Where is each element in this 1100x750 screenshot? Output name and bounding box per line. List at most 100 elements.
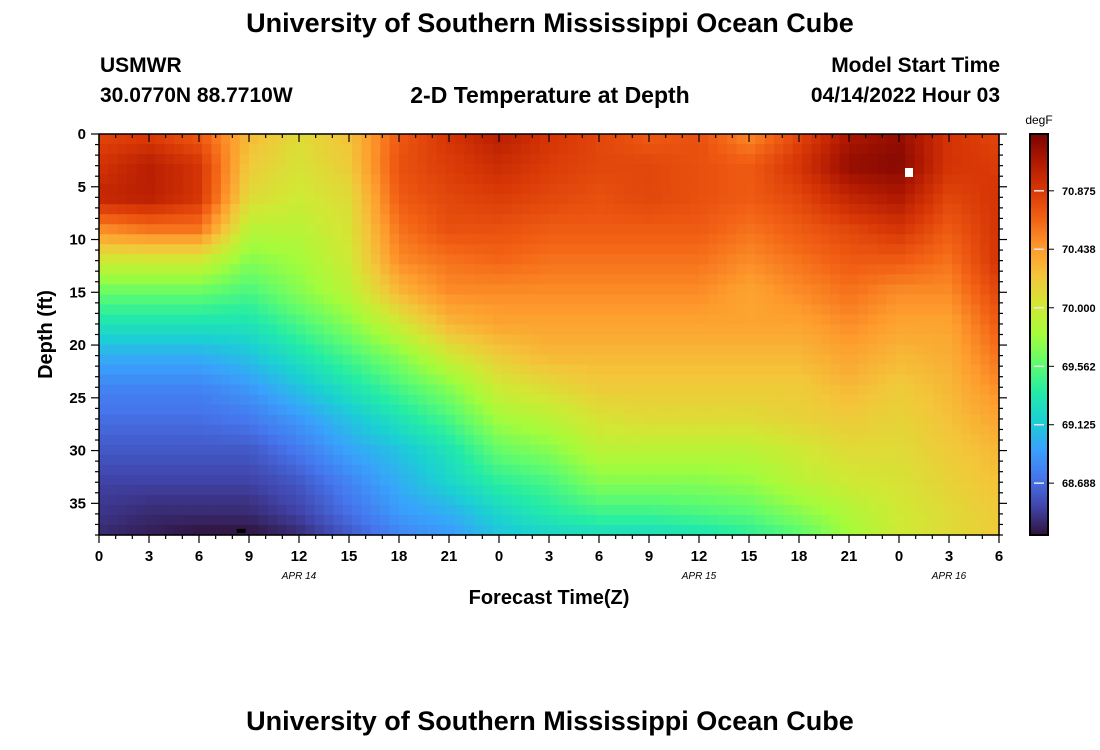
heatmap-cell xyxy=(820,314,831,326)
heatmap-cell xyxy=(577,224,588,235)
heatmap-cell xyxy=(267,484,278,496)
heatmap-cell xyxy=(895,394,906,406)
heatmap-cell xyxy=(305,164,316,175)
heatmap-cell xyxy=(586,524,597,536)
heatmap-cell xyxy=(549,394,559,406)
heatmap-cell xyxy=(924,374,934,386)
heatmap-cell xyxy=(155,464,166,476)
heatmap-cell xyxy=(380,184,391,195)
heatmap-cell xyxy=(895,304,906,316)
heatmap-cell xyxy=(483,314,494,326)
heatmap-cell xyxy=(586,274,597,285)
heatmap-cell xyxy=(774,364,784,376)
heatmap-cell xyxy=(549,174,559,185)
heatmap-cell xyxy=(549,144,559,155)
heatmap-cell xyxy=(361,394,372,406)
heatmap-cell xyxy=(539,484,550,496)
heatmap-cell xyxy=(849,304,859,316)
heatmap-cell xyxy=(914,284,925,295)
heatmap-cell xyxy=(642,204,653,215)
heatmap-cell xyxy=(549,234,559,245)
heatmap-cell xyxy=(802,374,813,386)
heatmap-cell xyxy=(736,384,747,396)
heatmap-cell xyxy=(511,414,522,426)
heatmap-cell xyxy=(183,434,194,446)
heatmap-cell xyxy=(145,284,156,295)
heatmap-cell xyxy=(577,154,588,165)
heatmap-cell xyxy=(295,274,306,285)
heatmap-cell xyxy=(867,164,878,175)
heatmap-cell xyxy=(905,404,916,416)
heatmap-cell xyxy=(839,254,850,265)
heatmap-cell xyxy=(858,334,869,346)
heatmap-cell xyxy=(652,514,663,526)
heatmap-cell xyxy=(389,194,400,205)
heatmap-cell xyxy=(277,254,288,265)
heatmap-cell xyxy=(811,354,822,366)
heatmap-cell xyxy=(764,314,775,326)
heatmap-cell xyxy=(886,464,897,476)
heatmap-cell xyxy=(942,224,953,235)
heatmap-cell xyxy=(558,244,569,255)
heatmap-cell xyxy=(267,284,278,295)
heatmap-cell xyxy=(820,214,831,225)
heatmap-cell xyxy=(895,154,906,165)
heatmap-cell xyxy=(774,204,784,215)
heatmap-cell xyxy=(483,244,494,255)
heatmap-cell xyxy=(492,274,503,285)
heatmap-cell xyxy=(539,224,550,235)
heatmap-cell xyxy=(277,364,288,376)
heatmap-cell xyxy=(277,204,288,215)
heatmap-cell xyxy=(549,264,559,275)
heatmap-cell xyxy=(202,484,213,496)
heatmap-cell xyxy=(689,294,700,306)
heatmap-cell xyxy=(192,194,203,205)
heatmap-cell xyxy=(661,474,672,486)
heatmap-cell xyxy=(136,304,147,316)
heatmap-cell xyxy=(605,214,616,225)
heatmap-cell xyxy=(267,194,278,205)
heatmap-cell xyxy=(295,284,306,295)
heatmap-cell xyxy=(324,474,334,486)
heatmap-cell xyxy=(314,414,325,426)
heatmap-cell xyxy=(699,294,709,306)
heatmap-cell xyxy=(933,134,944,145)
heatmap-cell xyxy=(717,324,728,336)
heatmap-cell xyxy=(820,134,831,145)
heatmap-cell xyxy=(174,264,184,275)
heatmap-cell xyxy=(736,264,747,275)
heatmap-cell xyxy=(127,234,138,245)
heatmap-cell xyxy=(492,424,503,436)
heatmap-cell xyxy=(886,254,897,265)
heatmap-cell xyxy=(877,474,888,486)
heatmap-cell xyxy=(802,164,813,175)
heatmap-cell xyxy=(464,254,475,265)
heatmap-cell xyxy=(408,314,419,326)
heatmap-cell xyxy=(717,244,728,255)
heatmap-cell xyxy=(295,264,306,275)
heatmap-cell xyxy=(820,484,831,496)
heatmap-cell xyxy=(877,324,888,336)
heatmap-cell xyxy=(586,184,597,195)
heatmap-cell xyxy=(624,374,634,386)
heatmap-cell xyxy=(295,254,306,265)
heatmap-cell xyxy=(136,164,147,175)
heatmap-cell xyxy=(895,214,906,225)
heatmap-cell xyxy=(239,214,250,225)
heatmap-cell xyxy=(333,364,344,376)
heatmap-cell xyxy=(464,384,475,396)
heatmap-cell xyxy=(820,524,831,536)
heatmap-cell xyxy=(436,404,447,416)
heatmap-cell xyxy=(108,174,119,185)
heatmap-cell xyxy=(558,334,569,346)
heatmap-cell xyxy=(942,504,953,516)
heatmap-cell xyxy=(792,284,803,295)
heatmap-cell xyxy=(192,274,203,285)
heatmap-cell xyxy=(445,494,456,506)
heatmap-cell xyxy=(464,474,475,486)
heatmap-cell xyxy=(858,324,869,336)
heatmap-cell xyxy=(811,184,822,195)
heatmap-cell xyxy=(127,284,138,295)
heatmap-cell xyxy=(914,524,925,536)
heatmap-cell xyxy=(567,494,578,506)
